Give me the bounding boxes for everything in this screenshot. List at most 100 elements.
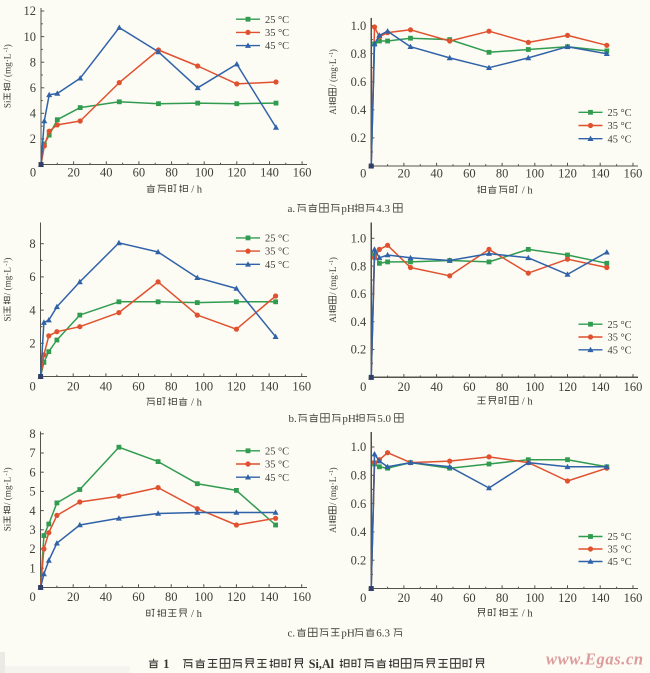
- svg-text:6: 6: [29, 465, 35, 479]
- svg-text:20: 20: [398, 591, 411, 605]
- svg-text:0.8: 0.8: [351, 469, 367, 483]
- svg-text:a.: a.: [288, 203, 296, 215]
- svg-text:25 °C: 25 °C: [608, 108, 632, 119]
- svg-text:3: 3: [29, 523, 35, 537]
- svg-text:40: 40: [430, 591, 443, 605]
- svg-text:1.0: 1.0: [351, 440, 367, 454]
- svg-text:40: 40: [100, 166, 113, 180]
- svg-text:0: 0: [30, 166, 36, 180]
- svg-text:20: 20: [67, 380, 80, 394]
- svg-text:45 °C: 45 °C: [265, 41, 289, 52]
- svg-text:35 °C: 35 °C: [608, 545, 632, 556]
- svg-text:4: 4: [29, 303, 36, 317]
- svg-text:c.: c.: [288, 628, 296, 640]
- svg-text:/ h: / h: [522, 186, 534, 197]
- svg-text:0.6: 0.6: [351, 497, 367, 511]
- svg-text:): ): [3, 467, 13, 470]
- svg-text:35 °C: 35 °C: [608, 333, 632, 344]
- svg-text:25 °C: 25 °C: [265, 234, 289, 245]
- svg-text:80: 80: [165, 380, 178, 394]
- svg-text:160: 160: [292, 380, 311, 394]
- svg-text:45 °C: 45 °C: [608, 134, 632, 145]
- svg-text:40: 40: [430, 380, 443, 394]
- svg-text:/ (mg·L: / (mg·L: [3, 267, 13, 296]
- svg-text:4: 4: [29, 504, 36, 518]
- svg-text:40: 40: [430, 167, 443, 181]
- svg-text:-1: -1: [3, 47, 10, 53]
- svg-text:0.2: 0.2: [351, 131, 367, 145]
- svg-text:Si,Al: Si,Al: [309, 657, 335, 671]
- svg-text:0.4: 0.4: [351, 103, 367, 117]
- svg-text:8: 8: [29, 427, 35, 441]
- svg-text:25 °C: 25 °C: [265, 446, 289, 457]
- svg-text:2: 2: [29, 542, 35, 556]
- svg-text:5.0: 5.0: [377, 413, 391, 425]
- svg-text:160: 160: [293, 166, 312, 180]
- svg-text:6.3: 6.3: [376, 628, 390, 640]
- svg-text:80: 80: [165, 590, 178, 604]
- svg-text:80: 80: [496, 167, 509, 181]
- svg-text:35 °C: 35 °C: [265, 28, 289, 39]
- svg-text:120: 120: [227, 166, 246, 180]
- svg-text:45 °C: 45 °C: [265, 473, 289, 484]
- svg-text:80: 80: [165, 166, 178, 180]
- svg-text:5: 5: [29, 485, 35, 499]
- svg-text:160: 160: [624, 167, 643, 181]
- svg-text:12: 12: [24, 4, 37, 18]
- svg-text:7: 7: [29, 446, 35, 460]
- svg-text:Al: Al: [328, 313, 338, 323]
- svg-text:www.Egas.cn: www.Egas.cn: [546, 650, 644, 669]
- svg-text:100: 100: [525, 167, 544, 181]
- svg-text:/ (mg·L: / (mg·L: [328, 476, 338, 505]
- svg-text:0.8: 0.8: [351, 259, 367, 273]
- svg-text:4.3: 4.3: [376, 203, 390, 215]
- svg-text:100: 100: [525, 591, 544, 605]
- svg-text:0.8: 0.8: [351, 47, 367, 61]
- svg-text:100: 100: [194, 380, 213, 394]
- svg-text:/ (mg·L: / (mg·L: [3, 476, 13, 505]
- svg-text:0.6: 0.6: [351, 75, 367, 89]
- svg-text:60: 60: [132, 380, 145, 394]
- svg-text:2: 2: [30, 132, 36, 146]
- svg-text:-1: -1: [328, 470, 335, 476]
- svg-text:0: 0: [360, 380, 366, 394]
- svg-text:/ (mg·L: / (mg·L: [328, 58, 338, 87]
- svg-text:160: 160: [624, 591, 643, 605]
- svg-text:120: 120: [558, 591, 577, 605]
- svg-text:140: 140: [260, 166, 279, 180]
- svg-text:pH: pH: [342, 413, 356, 425]
- svg-text:0.2: 0.2: [351, 553, 367, 567]
- svg-text:60: 60: [463, 167, 476, 181]
- svg-text:120: 120: [558, 167, 577, 181]
- svg-text:): ): [3, 258, 13, 261]
- svg-text:100: 100: [525, 380, 544, 394]
- svg-text:100: 100: [195, 166, 214, 180]
- svg-text:35 °C: 35 °C: [608, 121, 632, 132]
- svg-text:6: 6: [29, 270, 35, 284]
- svg-text:): ): [328, 49, 338, 52]
- svg-text:120: 120: [558, 380, 577, 394]
- svg-text:140: 140: [260, 380, 279, 394]
- svg-text:80: 80: [496, 591, 509, 605]
- svg-text:0.4: 0.4: [351, 315, 367, 329]
- svg-text:0: 0: [360, 167, 366, 181]
- svg-text:/ h: / h: [191, 185, 203, 196]
- svg-text:1: 1: [29, 561, 35, 575]
- svg-text:40: 40: [100, 380, 113, 394]
- svg-text:45 °C: 45 °C: [608, 557, 632, 568]
- svg-text:20: 20: [398, 380, 411, 394]
- svg-text:pH: pH: [341, 628, 355, 640]
- svg-text:0.6: 0.6: [351, 287, 367, 301]
- svg-text:100: 100: [194, 590, 213, 604]
- svg-text:-1: -1: [328, 260, 335, 266]
- svg-text:/ h: / h: [191, 609, 203, 620]
- svg-text:): ): [3, 44, 13, 47]
- svg-text:0.4: 0.4: [351, 525, 367, 539]
- svg-text:1: 1: [163, 657, 169, 671]
- svg-text:): ): [328, 257, 338, 260]
- svg-text:160: 160: [624, 380, 643, 394]
- svg-text:6: 6: [30, 81, 36, 95]
- svg-text:20: 20: [67, 590, 80, 604]
- svg-text:0: 0: [29, 380, 35, 394]
- svg-text:Al: Al: [328, 523, 338, 533]
